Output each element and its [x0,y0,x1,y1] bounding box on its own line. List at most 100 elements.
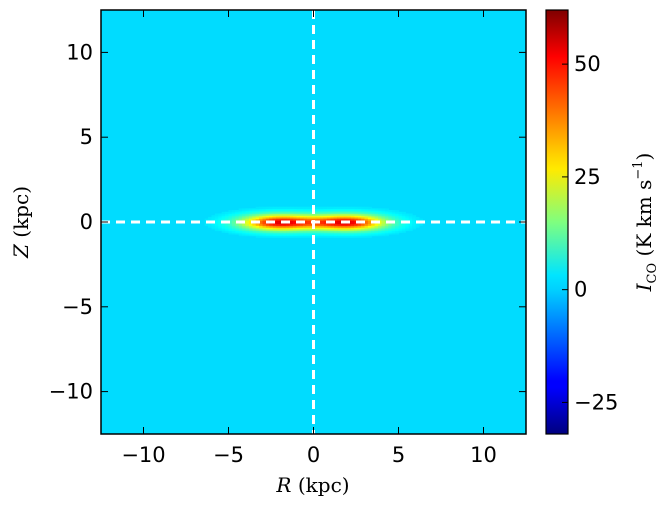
heatmap-cell [242,233,247,237]
heatmap-cell [398,220,403,223]
heatmap-cell [320,232,325,235]
heatmap-cell [306,218,311,221]
heatmap-cell [316,213,321,216]
colorbar-label-var: I [632,282,656,292]
heatmap-cell [252,230,257,233]
heatmap-cell [235,230,240,233]
heatmap-cell [316,208,321,211]
heatmap-cell [327,206,332,210]
heatmap-cell [361,232,366,235]
heatmap-cell [330,218,335,221]
heatmap-cell [269,223,274,226]
heatmap-cell [354,223,359,226]
heatmap-cell [279,232,284,235]
heatmap-cell [303,235,308,238]
heatmap-cell [340,211,345,215]
heatmap-cell [221,225,226,228]
heatmap-cell [313,227,318,230]
heatmap-cell [371,232,376,235]
heatmap-cell [330,213,335,216]
y-tick-label: 0 [80,210,93,234]
heatmap-cell [398,216,403,220]
heatmap-cell [384,225,389,228]
heatmap-cell [293,220,298,223]
colorbar-tick-label: 25 [574,165,601,189]
heatmap-cell [313,216,318,220]
heatmap-cell [306,228,311,232]
heatmap-cell [340,215,345,218]
heatmap-cell [289,206,294,210]
heatmap-cell [374,211,379,215]
heatmap-cell [235,215,240,218]
heatmap-cell [248,220,253,223]
heatmap-cell [405,216,410,220]
heatmap-cell [225,223,230,226]
heatmap-cell [303,222,308,225]
heatmap-cell [320,220,325,223]
heatmap-cell [340,206,345,210]
heatmap-cell [398,225,403,228]
heatmap-cell [344,232,349,235]
heatmap-cell [269,218,274,221]
heatmap-cell [299,206,304,210]
heatmap-cell [299,213,304,216]
heatmap-cell [401,227,406,230]
heatmap-cell [330,210,335,213]
colorbar-label: ICO (K km s−1) [631,153,660,293]
heatmap-cell [242,210,247,213]
heatmap-cell [225,218,230,221]
heatmap-cell [401,211,406,215]
heatmap-cell [299,233,304,237]
heatmap-cell [272,230,277,233]
heatmap-cell [245,218,250,221]
x-tick-label: 0 [307,443,320,467]
heatmap-cell [282,208,287,211]
heatmap-cell [221,223,226,226]
x-tick-label: −5 [213,443,244,467]
heatmap-cell [289,216,294,220]
heatmap-cell [364,227,369,230]
heatmap-cell [221,227,226,230]
heatmap-cell [296,228,301,232]
heatmap-cell [337,208,342,211]
heatmap-cell [276,218,281,221]
heatmap-cell [361,216,366,220]
heatmap-cell [412,215,417,218]
heatmap-cell [371,216,376,220]
heatmap-cell [310,213,315,216]
heatmap-cell [367,227,372,230]
heatmap-cell [401,215,406,218]
heatmap-cell [340,227,345,230]
heatmap-cell [350,227,355,230]
heatmap-cell [242,227,247,230]
heatmap-cell [218,218,223,221]
heatmap-cell [269,216,274,220]
heatmap-cell [231,225,236,228]
heatmap-cell [262,230,267,233]
heatmap-cell [378,233,383,237]
heatmap-cell [211,216,216,220]
heatmap-cell [337,218,342,221]
heatmap-cell [391,232,396,235]
heatmap-cell [367,230,372,233]
heatmap-cell [354,235,359,238]
heatmap-cell [269,210,274,213]
heatmap-cell [272,235,277,238]
heatmap-cell [282,218,287,221]
heatmap-cell [306,227,311,230]
heatmap-cell [259,233,264,237]
heatmap-cell [350,228,355,232]
heatmap-cell [313,211,318,215]
heatmap-cell [299,218,304,221]
heatmap-cell [388,216,393,220]
heatmap-cell [381,230,386,233]
heatmap-cell [313,228,318,232]
heatmap-cell [320,228,325,232]
heatmap-cell [374,213,379,216]
heatmap-cell [415,216,420,220]
heatmap-cell [323,222,328,225]
heatmap-cell [333,216,338,220]
heatmap-cell [276,230,281,233]
heatmap-cell [276,227,281,230]
heatmap-cell [391,210,396,213]
